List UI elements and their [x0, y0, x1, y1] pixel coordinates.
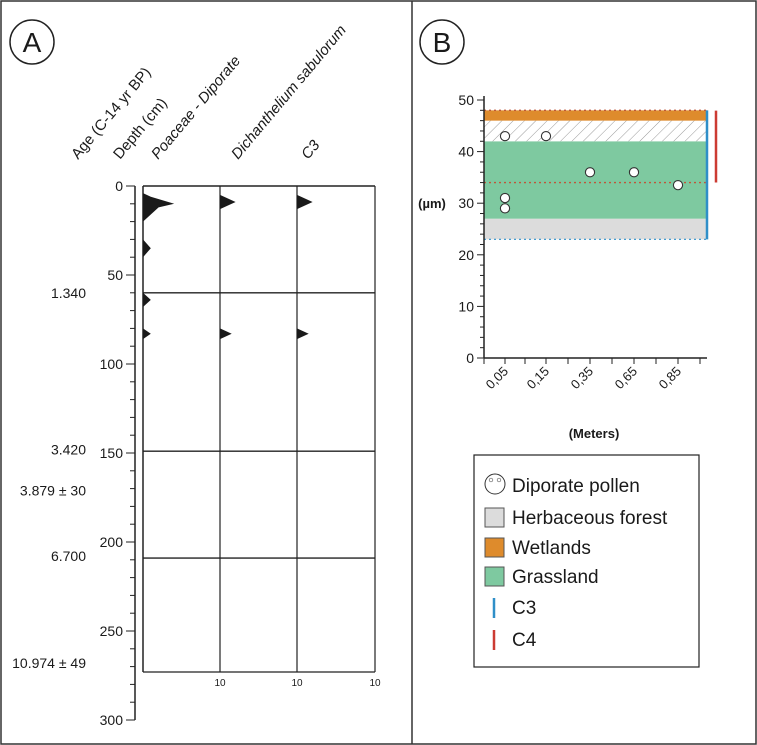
legend-item-c4: C4 — [492, 630, 537, 651]
grassland-swatch — [484, 566, 505, 587]
diporate-point — [584, 167, 596, 178]
pore-icon — [488, 477, 494, 483]
legend-label-herbaceous: Herbaceous forest — [512, 508, 668, 529]
legend-label-wetlands: Wetlands — [512, 538, 591, 559]
age-error: 30 — [70, 482, 86, 498]
depth-tick-label: 200 — [100, 534, 124, 550]
band-grassland — [484, 141, 707, 219]
pore-icon — [496, 477, 502, 483]
diporate-point — [499, 192, 511, 204]
b-y-tick-label: 20 — [458, 247, 474, 263]
band-herbaceous-forest — [484, 218, 707, 240]
b-y-tick-label: 40 — [458, 144, 474, 160]
depth-tick-label: 150 — [100, 445, 124, 461]
header-dichanthelium: Dichanthelium sabulorum — [228, 22, 350, 163]
legend-label-c4: C4 — [512, 630, 537, 651]
x-tick-label: 10 — [214, 678, 226, 689]
diporate-pollen-icon — [484, 473, 506, 495]
b-y-axis-label: (µm) — [418, 196, 446, 211]
b-y-tick-label: 0 — [466, 350, 474, 366]
wetlands-swatch — [484, 537, 505, 558]
panel-a-grid: 10 10 10 — [142, 185, 381, 689]
age-label: 1.340 — [51, 285, 86, 301]
diporate-point — [499, 203, 511, 214]
header-c3: C3 — [298, 136, 324, 162]
age-plus-minus: ± — [55, 655, 70, 671]
panel-b: B 0 10 20 30 40 50 0,05 0,15 0,35 0,65 0,85 (µm) (… — [418, 19, 718, 668]
band-herbaceous-forest — [484, 120, 707, 142]
x-tick-label: 10 — [291, 678, 303, 689]
panel-b-badge — [419, 19, 465, 65]
depth-tick-label: 300 — [100, 712, 124, 728]
legend-item-grassland: Grassland — [484, 566, 599, 588]
legend-item-diporate: Diporate pollen — [484, 473, 640, 497]
age-label: 10.974 ± 49 — [12, 655, 86, 671]
panel-b-letter: B — [433, 27, 452, 58]
age-label: 3.420 — [51, 441, 86, 457]
panel-a-letter: A — [23, 27, 42, 58]
depth-axis: 0 50 100 150 200 250 300 — [100, 178, 136, 728]
diporate-point — [540, 130, 552, 142]
age-error: 49 — [70, 655, 86, 671]
b-x-axis-label: (Meters) — [569, 426, 620, 441]
b-x-tick-label: 0,85 — [656, 364, 685, 393]
age-labels: 1.340 3.420 3.879 ± 30 6.700 10.974 ± 49 — [12, 285, 86, 671]
legend-label-c3: C3 — [512, 598, 536, 619]
b-y-tick-label: 30 — [458, 195, 474, 211]
legend-item-c3: C3 — [492, 598, 536, 619]
legend-label-grassland: Grassland — [512, 567, 599, 588]
x-tick-label: 10 — [369, 678, 381, 689]
pollen-profiles — [143, 193, 313, 340]
profile-2 — [297, 194, 313, 340]
depth-tick-label: 50 — [107, 267, 123, 283]
diporate-point — [499, 130, 511, 142]
diporate-point — [672, 179, 684, 191]
habitat-bands — [484, 109, 707, 240]
depth-tick-label: 0 — [115, 178, 123, 194]
profile-1 — [220, 194, 236, 340]
b-y-tick-label: 10 — [458, 298, 474, 314]
age-label: 3.879 ± 30 — [20, 482, 86, 498]
legend-item-wetlands: Wetlands — [484, 537, 591, 559]
band-wetlands — [484, 110, 707, 121]
c3-c4-ranges — [705, 110, 718, 240]
b-x-tick-label: 0,35 — [568, 364, 597, 393]
age-plus-minus: ± — [55, 482, 70, 498]
b-y-tick-label: 50 — [458, 92, 474, 108]
panel-a: A Age (C-14 yr BP) Depth (cm) Poaceae - … — [9, 19, 381, 728]
panel-a-badge — [9, 19, 55, 65]
age-label: 6.700 — [51, 548, 86, 564]
depth-tick-label: 250 — [100, 623, 124, 639]
legend-label-diporate: Diporate pollen — [512, 476, 640, 497]
b-x-tick-label: 0,65 — [612, 364, 641, 393]
diporate-point — [628, 167, 640, 178]
legend: Diporate pollen Herbaceous forest Wetlan… — [473, 454, 700, 668]
b-x-tick-label: 0,05 — [483, 364, 512, 393]
legend-box — [473, 454, 700, 668]
herbaceous-swatch — [484, 507, 505, 528]
depth-tick-label: 100 — [100, 356, 124, 372]
b-x-tick-label: 0,15 — [524, 364, 553, 393]
diporate-points — [499, 130, 684, 214]
profile-0 — [143, 193, 175, 340]
legend-item-herbaceous: Herbaceous forest — [484, 507, 668, 529]
